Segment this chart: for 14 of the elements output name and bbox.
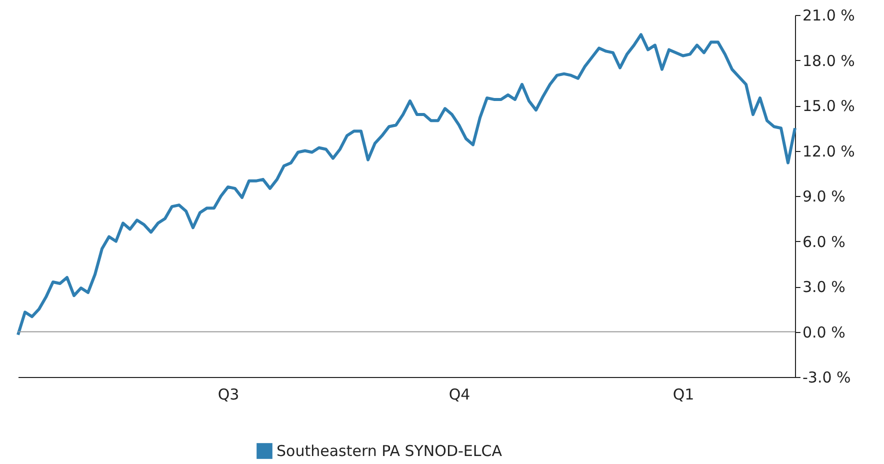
y-tick-label: 12.0 %: [802, 142, 855, 160]
y-tick-label: -3.0 %: [802, 368, 851, 386]
y-tick-label: 6.0 %: [802, 232, 846, 251]
line-series: [16, 33, 796, 336]
y-tick-label: 0.0 %: [802, 323, 846, 342]
y-tick-label: 15.0 %: [802, 97, 855, 115]
x-tick-label: Q1: [672, 386, 694, 404]
y-tick-label: 9.0 %: [802, 188, 846, 206]
legend-label: Southeastern PA SYNOD-ELCA: [276, 442, 503, 460]
x-tick-label: Q4: [448, 386, 470, 404]
y-tick-label: 21.0 %: [802, 6, 855, 24]
x-tick-label: Q3: [218, 386, 240, 404]
y-tick-label: 18.0 %: [802, 52, 855, 70]
y-tick-label: 3.0 %: [802, 278, 846, 296]
